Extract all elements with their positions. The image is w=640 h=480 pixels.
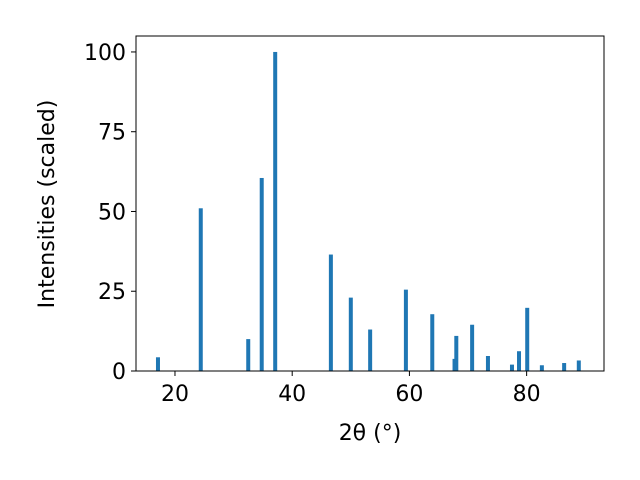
bar bbox=[430, 314, 435, 371]
bar bbox=[454, 335, 459, 371]
bar bbox=[576, 360, 581, 371]
bar bbox=[485, 356, 490, 371]
bar bbox=[517, 351, 522, 371]
bar bbox=[328, 254, 333, 371]
bar bbox=[155, 357, 160, 371]
y-axis-label: Intensities (scaled) bbox=[35, 100, 60, 309]
bar bbox=[368, 329, 373, 371]
bar bbox=[348, 297, 353, 371]
bar bbox=[562, 363, 567, 371]
bar bbox=[525, 307, 530, 371]
x-tick-label: 40 bbox=[278, 382, 306, 407]
x-tick-label: 60 bbox=[395, 382, 423, 407]
bar bbox=[198, 208, 203, 371]
bar bbox=[403, 289, 408, 371]
plot-frame bbox=[135, 35, 605, 372]
y-tick-label: 75 bbox=[98, 121, 126, 146]
bar bbox=[509, 364, 514, 371]
x-tick-label: 80 bbox=[513, 382, 541, 407]
y-tick-label: 100 bbox=[84, 41, 126, 66]
x-axis-label: 2θ (°) bbox=[339, 421, 402, 446]
bar bbox=[539, 365, 544, 371]
bar bbox=[246, 339, 251, 371]
bar bbox=[259, 177, 264, 371]
x-tick-label: 20 bbox=[161, 382, 189, 407]
y-tick-label: 0 bbox=[112, 360, 126, 385]
bar bbox=[470, 324, 475, 371]
bar bbox=[273, 51, 278, 371]
y-tick-label: 25 bbox=[98, 280, 126, 305]
y-tick-label: 50 bbox=[98, 200, 126, 225]
